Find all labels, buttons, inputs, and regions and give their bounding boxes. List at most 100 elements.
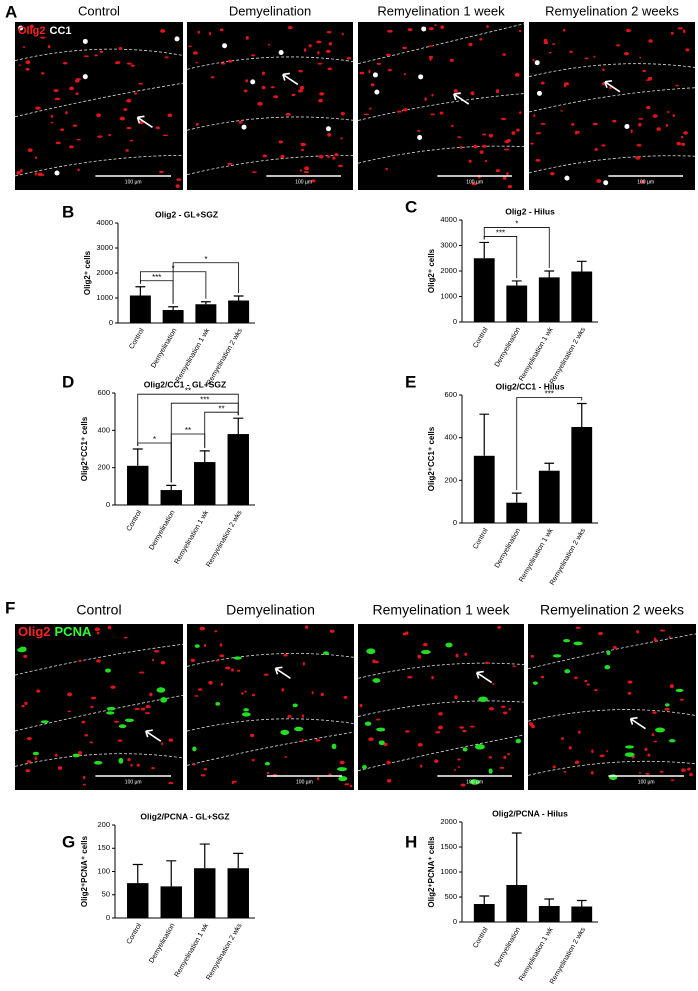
cell	[287, 714, 292, 719]
cell	[192, 746, 197, 752]
cell	[25, 67, 30, 71]
cell	[608, 774, 618, 781]
cell	[653, 740, 658, 743]
cell	[606, 750, 609, 753]
cell	[417, 742, 423, 747]
cell	[130, 763, 133, 767]
cell	[575, 626, 581, 629]
cell	[584, 679, 588, 683]
x-tick-label: Remyelination 2 wks	[205, 509, 243, 569]
cell	[469, 725, 475, 728]
cell	[507, 753, 510, 756]
cell	[76, 138, 81, 141]
bar	[162, 310, 184, 323]
error-bar	[544, 270, 555, 278]
error-bar	[576, 899, 587, 907]
cell	[89, 741, 94, 744]
cell	[502, 176, 507, 180]
cell	[34, 156, 38, 159]
cell	[126, 126, 132, 130]
cell	[670, 31, 674, 35]
cell	[129, 139, 134, 142]
micrograph: 100 µm	[528, 22, 696, 190]
cell	[606, 650, 611, 656]
cell	[23, 654, 28, 659]
cell	[499, 766, 505, 769]
cell	[652, 114, 658, 118]
cell	[106, 706, 116, 711]
cell	[648, 39, 653, 43]
cell	[40, 720, 49, 724]
cell	[40, 36, 46, 39]
cell	[241, 692, 244, 695]
x-tick-label: Remyelination 2 wks	[549, 926, 587, 986]
cell	[460, 783, 466, 787]
significance-label: *	[153, 435, 156, 444]
cell	[164, 56, 169, 59]
x-tick-label: Remyelination 1 wk	[174, 509, 211, 565]
significance-bracket	[172, 262, 240, 304]
cell	[78, 659, 82, 663]
cell	[687, 767, 691, 771]
cell	[153, 650, 160, 653]
cell	[203, 767, 208, 771]
stain-name: CC1	[50, 25, 72, 37]
cell	[270, 86, 275, 89]
cell	[636, 143, 642, 147]
y-tick-label: 400	[444, 433, 457, 442]
cell	[298, 89, 303, 93]
y-tick-label: 100	[97, 866, 110, 875]
cell	[459, 145, 462, 150]
cell	[327, 67, 333, 71]
cell	[25, 60, 31, 65]
cell	[36, 689, 41, 693]
cell	[273, 95, 279, 99]
cell	[138, 82, 144, 85]
y-tick-label: 2000	[440, 817, 457, 826]
cell	[308, 44, 312, 48]
cell	[683, 131, 688, 135]
cell	[82, 38, 88, 44]
significance-bracket	[137, 393, 239, 446]
panel-letter: C	[405, 197, 417, 216]
cell	[624, 752, 635, 757]
cell	[645, 772, 650, 775]
cell	[287, 26, 293, 30]
cell	[54, 170, 60, 176]
error-bar	[199, 450, 210, 463]
cell	[278, 140, 283, 144]
cell	[162, 134, 169, 137]
cell	[609, 86, 612, 90]
cell	[251, 171, 257, 173]
cell	[471, 182, 477, 186]
cell	[97, 135, 103, 138]
cell	[197, 688, 203, 691]
cell	[532, 681, 538, 685]
cell	[659, 770, 664, 773]
cell	[604, 665, 611, 670]
micrograph-background	[187, 22, 353, 190]
cell	[245, 35, 249, 40]
cell	[326, 31, 332, 34]
cell	[117, 739, 123, 742]
tissue-boundary	[14, 643, 184, 676]
cell	[568, 745, 572, 750]
significance-bracket	[483, 227, 550, 268]
x-tick-label: Remyelination 1 wk	[518, 527, 555, 583]
cell	[378, 740, 385, 746]
arrow	[475, 670, 493, 684]
x-tick-label: Remyelination 2 wks	[206, 327, 244, 387]
cell	[338, 776, 348, 782]
cell	[486, 25, 489, 29]
tissue-boundary	[186, 653, 355, 667]
condition-label: Control	[78, 3, 120, 18]
cell	[141, 707, 146, 711]
y-tick-label: 200	[97, 463, 110, 472]
cell	[482, 144, 487, 148]
cell	[318, 154, 324, 159]
cell	[422, 643, 428, 647]
cell	[639, 56, 642, 59]
cell	[244, 690, 247, 693]
cell	[192, 763, 196, 766]
cell	[469, 779, 480, 785]
